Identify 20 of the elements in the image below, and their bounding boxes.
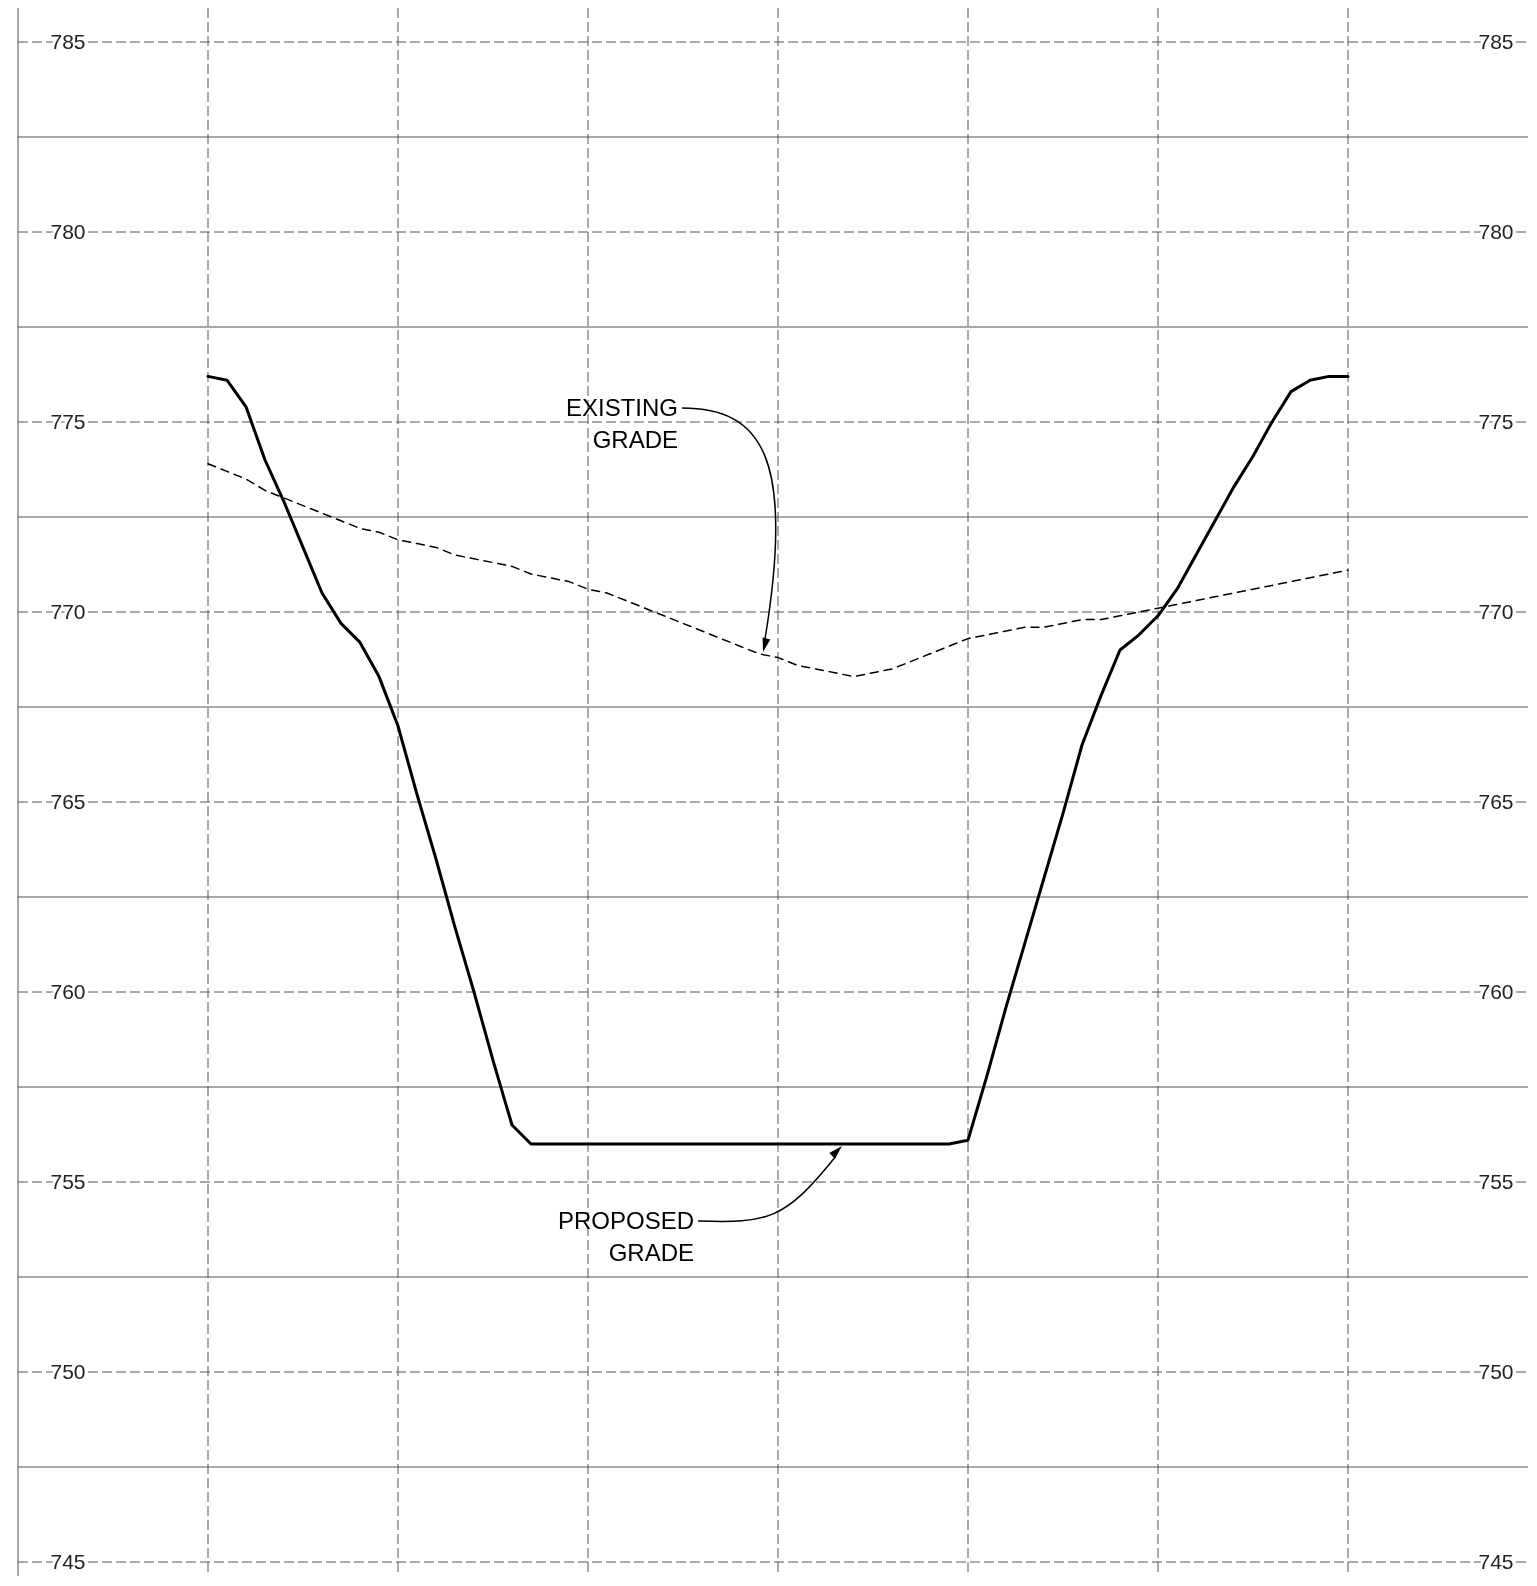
y2-tick-label: 765 — [1478, 790, 1514, 814]
y-tick-label: 785 — [50, 30, 86, 54]
y-tick-label: 745 — [50, 1550, 86, 1574]
y2-tick-label: 750 — [1478, 1360, 1514, 1384]
y-tick-label: 780 — [50, 220, 86, 244]
y2-tick-label: 770 — [1478, 600, 1514, 624]
y2-tick-label: 775 — [1478, 410, 1514, 434]
y-tick-label: 775 — [50, 410, 86, 434]
y2-tick-label: 745 — [1478, 1550, 1514, 1574]
y2-tick-label: 780 — [1478, 220, 1514, 244]
y-tick-label: 765 — [50, 790, 86, 814]
y2-tick-label: 785 — [1478, 30, 1514, 54]
y2-tick-label: 755 — [1478, 1170, 1514, 1194]
y-tick-label: 750 — [50, 1360, 86, 1384]
y2-tick-label: 760 — [1478, 980, 1514, 1004]
y-tick-label: 755 — [50, 1170, 86, 1194]
y-tick-label: 770 — [50, 600, 86, 624]
y-tick-label: 760 — [50, 980, 86, 1004]
annotation: PROPOSED GRADE — [557, 1207, 694, 1266]
annotation: EXISTING GRADE — [565, 394, 678, 453]
